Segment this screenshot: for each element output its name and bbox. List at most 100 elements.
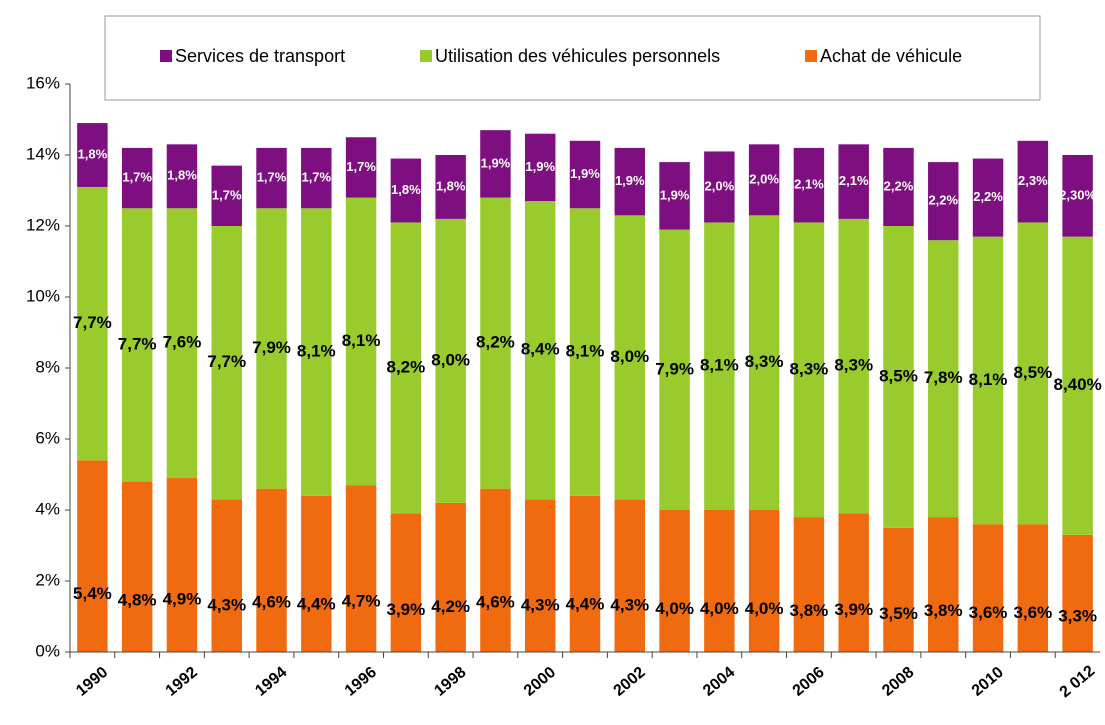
bar-segment xyxy=(166,208,198,479)
legend-swatch xyxy=(420,50,432,62)
x-tick-label: 1994 xyxy=(252,664,290,700)
data-label: 4,3% xyxy=(207,596,246,615)
bar-segment xyxy=(435,218,466,503)
bar-segment xyxy=(77,460,108,652)
bar-segment xyxy=(480,130,511,198)
bar-segment xyxy=(972,524,1004,652)
x-tick-label: 2 012 xyxy=(1057,662,1099,701)
bar-segment xyxy=(704,222,735,510)
data-label: 1,7% xyxy=(212,187,242,202)
data-label: 7,9% xyxy=(252,338,291,357)
data-label: 3,9% xyxy=(834,600,873,619)
data-label: 2,30% xyxy=(1059,187,1096,202)
data-label: 1,9% xyxy=(615,173,645,188)
bar-segment xyxy=(972,158,1004,237)
bar-segment xyxy=(793,222,825,518)
bar-segment xyxy=(524,201,556,500)
bar-segment xyxy=(748,510,780,652)
data-label: 1,7% xyxy=(257,170,287,185)
data-label: 2,2% xyxy=(884,178,914,193)
data-label: 4,6% xyxy=(252,592,291,611)
legend-label: Utilisation des véhicules personnels xyxy=(435,46,720,66)
x-tick-label: 2006 xyxy=(790,664,828,700)
bar-segment xyxy=(256,208,287,489)
data-label: 4,8% xyxy=(118,590,157,609)
bar-segment xyxy=(301,208,332,496)
bar-segment xyxy=(1062,534,1093,652)
bar-segment xyxy=(704,510,735,652)
data-label: 8,3% xyxy=(790,359,829,378)
data-label: 2,3% xyxy=(1018,173,1048,188)
bar-segment xyxy=(928,162,959,241)
data-label: 1,8% xyxy=(436,178,466,193)
data-label: 8,1% xyxy=(700,356,739,375)
bar-segment xyxy=(256,488,287,652)
x-tick-label: 1990 xyxy=(73,664,111,700)
bar-segment xyxy=(121,481,153,652)
y-tick-label: 2% xyxy=(35,570,60,589)
data-label: 8,2% xyxy=(386,357,425,376)
bar-segment xyxy=(614,147,646,216)
bar-segment xyxy=(928,240,959,518)
data-label: 1,9% xyxy=(570,166,600,181)
bar-segment xyxy=(659,229,690,511)
legend-swatch xyxy=(805,50,817,62)
legend-label: Achat de véhicule xyxy=(820,46,962,66)
bar-segment xyxy=(793,517,825,652)
bar-segment xyxy=(972,236,1004,525)
bar-segment xyxy=(390,158,422,223)
data-label: 2,2% xyxy=(928,193,958,208)
bar-segment xyxy=(301,147,332,209)
bar-segment xyxy=(838,144,869,219)
bar-segment xyxy=(166,478,198,652)
data-label: 3,9% xyxy=(386,600,425,619)
data-label: 3,6% xyxy=(969,603,1008,622)
bar-segment xyxy=(1062,236,1093,535)
x-tick-label: 2010 xyxy=(969,664,1007,700)
data-label: 8,1% xyxy=(297,342,336,361)
data-label: 2,2% xyxy=(973,189,1003,204)
bar-segment xyxy=(748,215,780,510)
data-label: 4,3% xyxy=(521,596,560,615)
bar-segment xyxy=(390,513,422,652)
bar-segment xyxy=(121,208,153,482)
data-label: 8,2% xyxy=(476,333,515,352)
bar-segment xyxy=(435,502,466,652)
bar-segment xyxy=(480,488,511,652)
data-label: 2,1% xyxy=(839,173,869,188)
data-label: 7,9% xyxy=(655,359,694,378)
data-label: 5,4% xyxy=(73,584,112,603)
y-tick-label: 14% xyxy=(26,144,60,163)
legend-label: Services de transport xyxy=(175,46,345,66)
data-label: 8,1% xyxy=(342,331,381,350)
data-label: 1,8% xyxy=(391,182,421,197)
data-label: 2,0% xyxy=(705,178,735,193)
x-tick-label: 2008 xyxy=(879,664,917,700)
legend-swatch xyxy=(160,50,172,62)
bar-segment xyxy=(524,499,556,652)
bar-segment xyxy=(211,226,242,500)
data-label: 3,8% xyxy=(790,601,829,620)
bar-segment xyxy=(659,162,690,230)
y-tick-label: 6% xyxy=(35,428,60,447)
data-label: 8,4% xyxy=(521,340,560,359)
bar-segment xyxy=(1017,222,1049,525)
bar-segment xyxy=(883,226,914,528)
bar-segment xyxy=(569,140,601,209)
data-label: 7,7% xyxy=(118,334,157,353)
data-label: 8,1% xyxy=(969,370,1008,389)
data-label: 3,5% xyxy=(879,604,918,623)
bar-segment xyxy=(211,165,242,226)
legend-box xyxy=(104,15,1041,101)
data-label: 4,4% xyxy=(297,595,336,614)
bar-segment xyxy=(1017,524,1049,652)
data-label: 4,7% xyxy=(342,591,381,610)
bar-segment xyxy=(345,137,377,198)
data-label: 4,0% xyxy=(745,599,784,618)
bar-segment xyxy=(569,495,601,652)
bar-segment xyxy=(838,513,869,652)
data-label: 1,7% xyxy=(346,159,376,174)
bar-segment xyxy=(121,147,153,209)
bar-segment xyxy=(838,218,869,514)
x-tick-label: 1992 xyxy=(163,664,201,700)
